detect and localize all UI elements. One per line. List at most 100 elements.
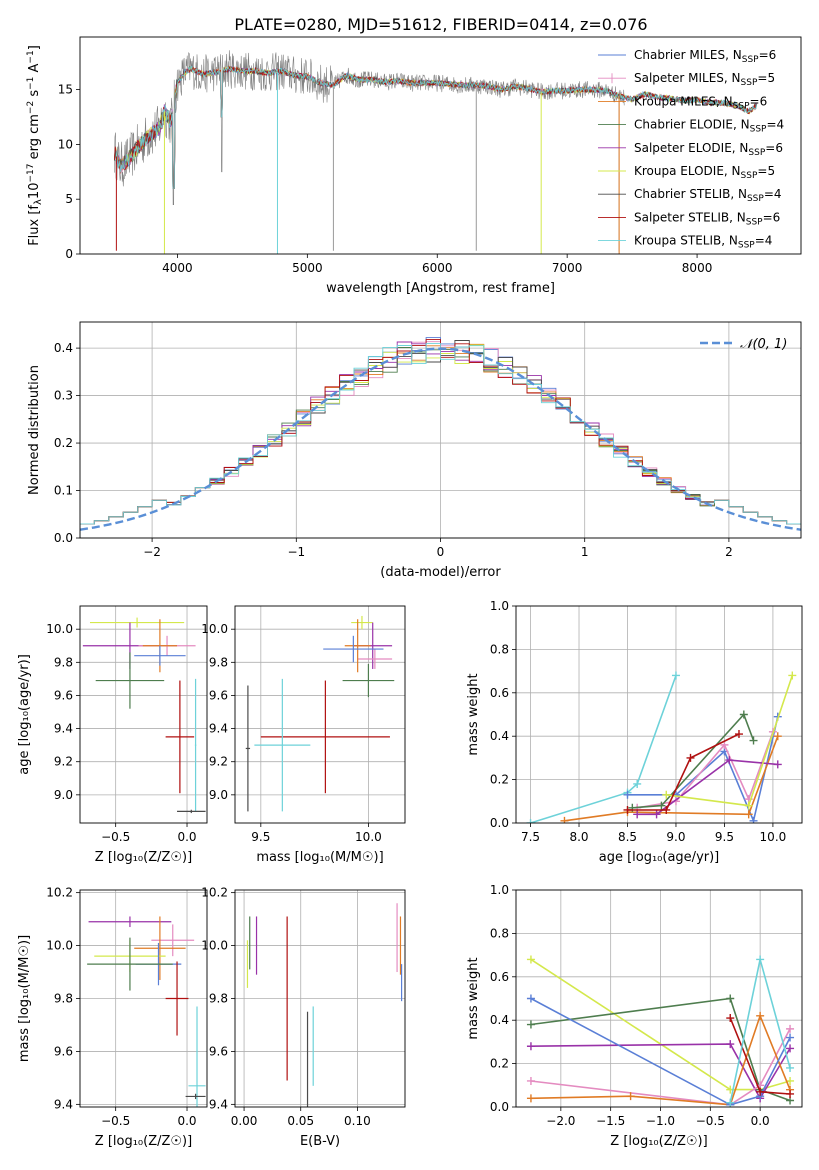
- y-axis-label: Flux [fλ10−17 erg cm−2 s−1 A−1]: [26, 45, 44, 246]
- weight-point-marker: [756, 1011, 765, 1020]
- y-tick-label: 9.2: [54, 755, 73, 769]
- weight-series-line: [530, 675, 677, 823]
- weight-point-marker: [686, 753, 695, 762]
- weight-point-marker: [744, 801, 753, 810]
- x-tick-label: 9.5: [715, 830, 734, 844]
- age-vs-metallicity-panel: −0.5 0.0 9.0 9.2 9.4 9.6 9.8 10.0 Z [log₁₀(Z/Z☉)…: [17, 605, 208, 865]
- weight-series-group: [726, 955, 795, 1107]
- x-axis-label: (data-model)/error: [380, 565, 501, 580]
- x-tick-label: 9.0: [666, 830, 685, 844]
- weight-point-marker: [725, 756, 734, 765]
- error-bar-point: [254, 678, 311, 812]
- x-tick-label: −2: [143, 545, 161, 559]
- y-tick-label: 10: [58, 137, 73, 151]
- x-tick-label: −0.5: [101, 1114, 130, 1128]
- x-tick-label: 0.0: [177, 1114, 196, 1128]
- error-bar-point: [351, 615, 373, 630]
- residuals-panel: −2 −1 0 1 2 0.0 0.1 0.2 0.3 0.4 (data-model)/error…: [27, 321, 802, 580]
- x-axis-label: Z [log₁₀(Z/Z☉)]: [610, 1134, 707, 1149]
- weight-point-marker: [560, 816, 569, 823]
- y-tick-label: 9.8: [54, 992, 73, 1006]
- x-tick-label: 5000: [292, 261, 323, 275]
- error-bar-point: [88, 916, 172, 928]
- y-axis-label: Normed distribution: [27, 365, 42, 495]
- legend-label: Chabrier STELIB, NSSP=4: [634, 187, 782, 204]
- model-spectrum-line: [114, 65, 758, 189]
- weight-series-line: [530, 1043, 791, 1100]
- weight-point-marker: [526, 1042, 535, 1051]
- weight-series-group: [633, 756, 782, 819]
- weight-point-marker: [652, 810, 661, 819]
- weight-series-line: [530, 997, 791, 1102]
- axes-frame: [79, 605, 208, 824]
- weight-series-group: [526, 994, 795, 1107]
- x-tick-label: −0.5: [696, 1114, 725, 1128]
- weight-point-marker: [720, 740, 729, 749]
- error-bar-point: [177, 809, 206, 814]
- weight-point-marker: [623, 790, 632, 799]
- x-tick-label: 0.10: [344, 1114, 371, 1128]
- y-tick-label: 9.0: [54, 788, 73, 802]
- weight-series-group: [726, 1014, 795, 1098]
- weight-point-marker: [756, 1087, 765, 1096]
- weight-series-group: [628, 710, 758, 812]
- y-tick-label: 9.4: [209, 722, 228, 736]
- x-axis-label: mass [log₁₀(M/M☉)]: [256, 850, 383, 865]
- normal-reference-curve: [80, 347, 801, 531]
- x-tick-label: 0: [437, 545, 445, 559]
- weight-point-marker: [773, 760, 782, 769]
- weight-series-line: [637, 759, 778, 816]
- weight-point-marker: [633, 779, 642, 788]
- legend-label: Kroupa MILES, NSSP=6: [634, 94, 767, 111]
- error-bar-point: [194, 678, 197, 812]
- weight-point-marker: [749, 736, 758, 745]
- x-tick-label: 1: [581, 545, 589, 559]
- axes-frame: [515, 889, 803, 1108]
- y-tick-label: 0.6: [490, 970, 509, 984]
- y-tick-label: 9.4: [209, 1097, 228, 1111]
- y-tick-label: 0.8: [490, 926, 509, 940]
- y-tick-label: 5: [65, 192, 73, 206]
- y-tick-label: 0.0: [54, 531, 73, 545]
- axes-frame: [79, 889, 208, 1108]
- x-axis-label: age [log₁₀(age/yr)]: [599, 850, 720, 865]
- weight-point-marker: [623, 805, 632, 814]
- weight-series-group: [623, 730, 743, 814]
- y-tick-label: 10.2: [46, 886, 73, 900]
- y-tick-label: 9.2: [209, 755, 228, 769]
- y-tick-label: 10.0: [201, 939, 228, 953]
- weight-series-line: [530, 997, 791, 1106]
- error-bar-point: [165, 961, 189, 1036]
- x-tick-label: 9.5: [251, 830, 270, 844]
- y-tick-label: 0.6: [490, 686, 509, 700]
- error-bars: [246, 903, 403, 1107]
- y-tick-label: 9.8: [54, 655, 73, 669]
- y-tick-label: 0.4: [490, 729, 509, 743]
- weight-point-marker: [526, 994, 535, 1003]
- residual-histogram: [80, 343, 801, 538]
- weight-series-group: [560, 732, 782, 823]
- weight-point-marker: [749, 816, 758, 823]
- legend-label: Salpeter ELODIE, NSSP=6: [634, 141, 783, 158]
- figure-title: PLATE=0280, MJD=51612, FIBERID=0414, z=0…: [234, 15, 647, 34]
- weight-series-group: [662, 671, 797, 810]
- weight-point-marker: [526, 1094, 535, 1103]
- x-tick-label: 0.00: [231, 1114, 258, 1128]
- weight-series-group: [623, 712, 782, 823]
- histograms: [80, 337, 801, 538]
- y-tick-label: 9.0: [209, 788, 228, 802]
- axes-frame: [234, 605, 406, 824]
- x-axis-label: E(B-V): [300, 1134, 340, 1149]
- axes-frame: [515, 605, 803, 824]
- y-tick-label: 0.0: [490, 816, 509, 830]
- error-bar-point: [89, 617, 185, 628]
- y-tick-label: 0.2: [54, 436, 73, 450]
- spectrum-lines: [114, 50, 758, 254]
- x-tick-label: 7.5: [521, 830, 540, 844]
- weight-point-marker: [726, 994, 735, 1003]
- weight-point-marker: [786, 1024, 795, 1033]
- error-bar-point: [95, 652, 165, 709]
- weight-point-marker: [739, 710, 748, 719]
- weight-point-marker: [744, 810, 753, 819]
- weight-point-marker: [786, 1044, 795, 1053]
